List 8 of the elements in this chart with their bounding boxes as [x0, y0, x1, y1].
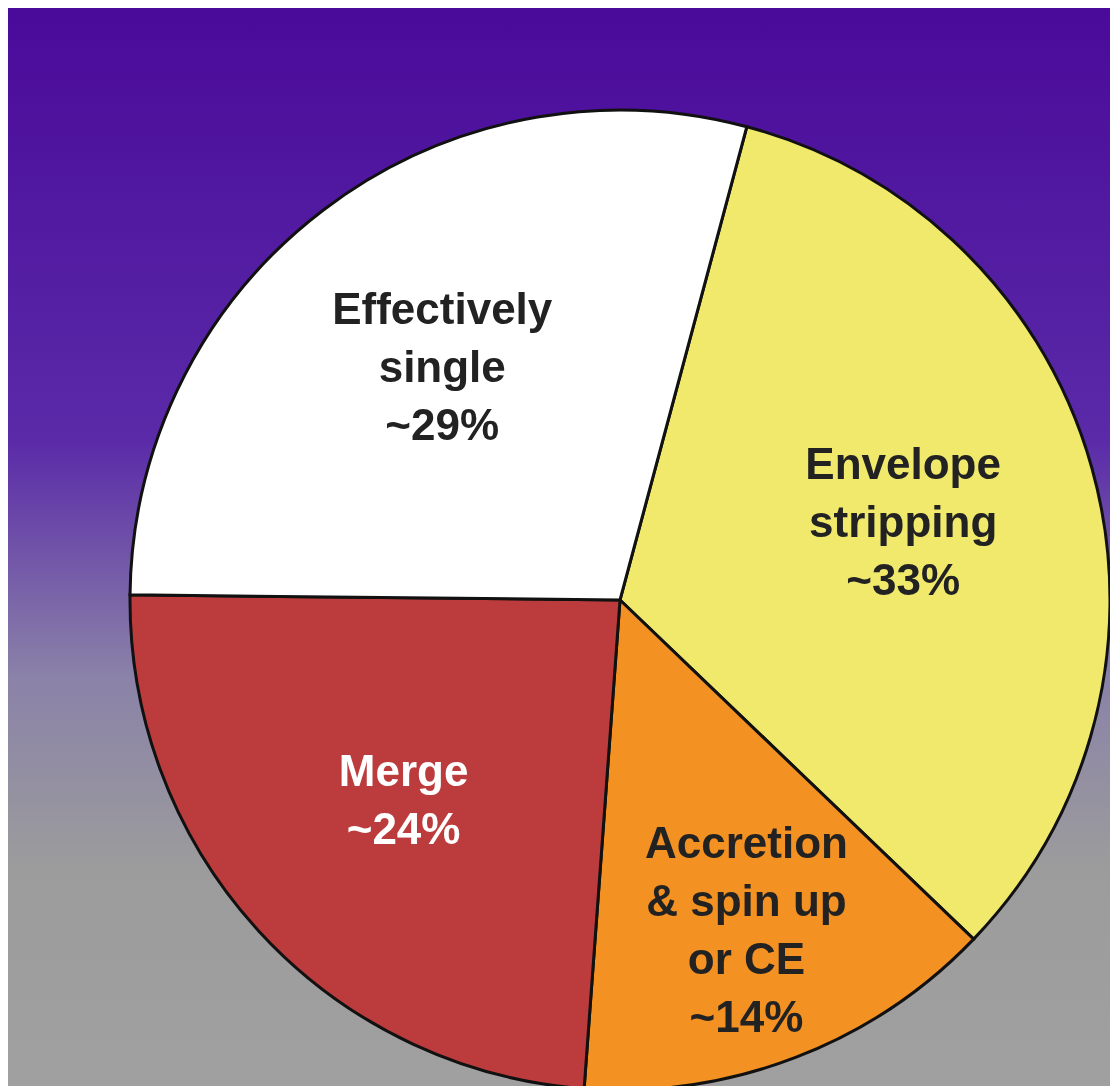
slice-label: Accretion & spin up or CE	[644, 817, 848, 983]
slice-label: Effectively single	[332, 283, 553, 391]
slice-label: Envelope stripping	[805, 438, 1001, 546]
data-label: ~14%	[689, 991, 804, 1041]
data-label: ~24%	[346, 803, 461, 853]
data-label: ~29%	[385, 399, 500, 449]
data-label: ~33%	[846, 554, 961, 604]
slice-label: Merge	[338, 745, 469, 795]
